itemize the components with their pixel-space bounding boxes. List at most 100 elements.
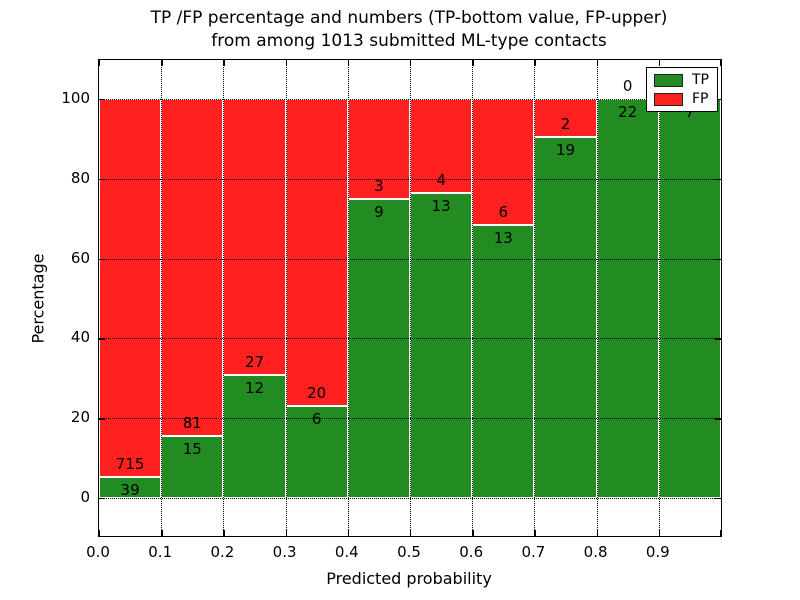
fp-bar-segment <box>161 99 224 436</box>
v-gridline <box>285 60 287 536</box>
tp-count-label: 13 <box>431 196 451 215</box>
tp-count-label: 6 <box>311 409 322 428</box>
fp-count-label: 2 <box>560 115 571 133</box>
fp-legend-swatch <box>654 92 683 106</box>
x-tick-mark-top <box>285 60 287 66</box>
tp-bar-segment <box>99 477 162 498</box>
fp-count-label: 20 <box>307 383 327 402</box>
x-tick-mark-top <box>534 60 536 66</box>
fp-count-label: 3 <box>374 176 384 195</box>
v-gridline <box>658 60 660 536</box>
y-tick-label: 20 <box>70 408 90 427</box>
v-gridline <box>161 60 163 536</box>
x-axis-label: Predicted probability <box>326 569 492 588</box>
y-tick-mark <box>99 178 105 181</box>
x-tick-mark <box>472 530 474 536</box>
plot-area: TP FP 71539811527122063941361321902207 <box>98 59 722 537</box>
y-tick-mark <box>99 498 105 500</box>
y-axis-label: Percentage <box>28 253 48 344</box>
y-tick-mark-right <box>715 178 721 181</box>
x-tick-mark <box>161 530 163 536</box>
x-tick-mark <box>285 530 287 536</box>
legend-label-fp: FP <box>692 91 709 107</box>
v-gridline <box>410 60 411 536</box>
v-gridline <box>534 60 536 536</box>
chart-title: TP /FP percentage and numbers (TP-bottom… <box>98 7 720 53</box>
v-gridline <box>223 60 225 536</box>
tp-count-label: 22 <box>618 103 638 121</box>
tp-count-label: 13 <box>493 229 513 247</box>
x-tick-label: 0.4 <box>334 543 359 561</box>
tp-count-label: 19 <box>555 141 576 159</box>
x-tick-mark <box>223 530 225 536</box>
tp-bar-segment <box>534 137 597 498</box>
fp-count-label: 27 <box>244 353 265 372</box>
x-tick-label: 0.1 <box>148 543 173 561</box>
v-gridline <box>596 60 598 536</box>
x-tick-label: 0.5 <box>397 543 421 561</box>
x-tick-mark <box>719 530 721 536</box>
x-tick-mark <box>658 530 661 536</box>
legend: TP FP <box>646 67 718 112</box>
fp-count-label: 6 <box>498 203 509 221</box>
tp-count-label: 12 <box>244 379 265 398</box>
chart-title-line2: from among 1013 submitted ML-type contac… <box>211 31 607 51</box>
x-tick-label: 0.9 <box>645 543 670 561</box>
tp-bar-segment <box>472 225 535 498</box>
x-tick-mark <box>596 530 598 536</box>
tp-bar-segment <box>596 99 659 498</box>
y-tick-mark-right <box>715 99 721 101</box>
v-gridline <box>347 60 349 536</box>
y-tick-mark <box>99 99 105 101</box>
x-tick-mark <box>534 530 536 536</box>
x-tick-label: 0.6 <box>459 543 484 561</box>
tp-bar-segment <box>223 375 286 498</box>
x-tick-mark-top <box>99 60 101 66</box>
y-tick-mark <box>99 418 105 420</box>
x-tick-mark-top <box>223 60 225 66</box>
y-tick-label: 60 <box>70 248 90 267</box>
tp-bar-segment <box>161 435 224 498</box>
x-tick-mark <box>347 530 350 536</box>
x-tick-mark <box>410 530 412 536</box>
x-tick-mark-top <box>161 60 163 66</box>
tp-count-label: 15 <box>182 439 202 458</box>
x-tick-mark-top <box>658 60 661 66</box>
y-tick-label: 0 <box>80 488 90 506</box>
tp-bar-segment <box>285 405 348 498</box>
x-tick-label: 0.8 <box>583 543 608 561</box>
fp-count-label: 715 <box>115 455 145 474</box>
tp-legend-swatch <box>654 73 683 87</box>
x-tick-mark-top <box>410 60 412 66</box>
tp-count-label: 39 <box>120 481 140 500</box>
x-tick-mark-top <box>596 60 598 66</box>
fp-count-label: 0 <box>622 77 633 95</box>
x-tick-mark <box>99 530 101 536</box>
x-tick-label: 0.2 <box>210 543 235 561</box>
fp-bar-segment <box>223 99 286 376</box>
legend-label-tp: TP <box>692 72 709 88</box>
fp-bar-segment <box>285 99 348 406</box>
x-tick-mark-top <box>719 60 721 66</box>
y-tick-mark <box>99 258 105 260</box>
tp-count-label: 7 <box>685 103 695 121</box>
fp-count-label: 81 <box>182 413 202 432</box>
tp-bar-segment <box>658 99 721 498</box>
y-tick-label: 100 <box>61 89 90 107</box>
legend-item-tp: TP <box>654 73 709 87</box>
x-tick-mark-top <box>472 60 474 66</box>
y-tick-label: 80 <box>70 168 90 187</box>
y-tick-label: 40 <box>70 328 90 347</box>
tp-bar-segment <box>347 198 410 498</box>
y-tick-mark-right <box>715 258 721 260</box>
x-tick-mark-top <box>347 60 350 66</box>
y-tick-mark-right <box>715 418 721 420</box>
legend-item-fp: FP <box>654 92 709 106</box>
tp-bar-segment <box>410 192 473 498</box>
y-tick-mark-right <box>715 338 721 340</box>
fp-count-label: 4 <box>436 170 446 189</box>
x-tick-label: 0.3 <box>272 543 297 561</box>
fp-bar-segment <box>99 99 162 478</box>
tp-count-label: 9 <box>374 202 384 221</box>
